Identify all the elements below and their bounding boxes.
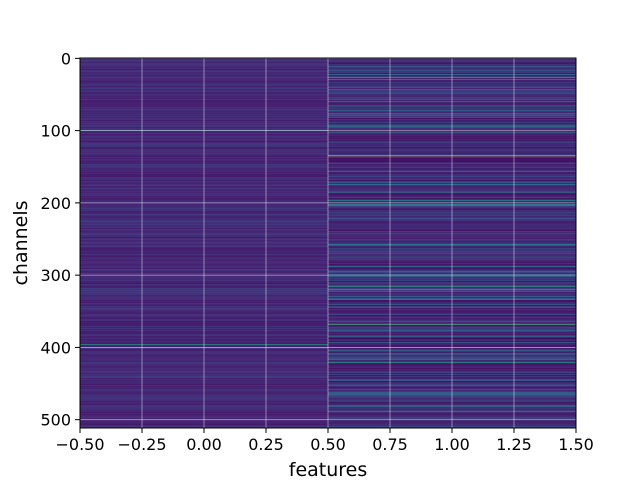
x-tick-label: 1.25	[496, 435, 532, 454]
x-axis-label: features	[289, 459, 368, 480]
grid-lines	[79, 57, 577, 429]
x-tick-label: −0.25	[117, 435, 166, 454]
y-axis-label: channels	[10, 200, 32, 285]
y-tick-label: 200	[40, 194, 71, 213]
y-tick-label: 0	[61, 49, 71, 68]
x-axis: −0.50 −0.25 0.00 0.25 0.50 0.75 1.00 1.25 1.50	[55, 428, 594, 454]
x-tick-label: −0.50	[55, 435, 104, 454]
x-tick-label: 1.50	[558, 435, 594, 454]
x-tick-label: 0.00	[186, 435, 222, 454]
x-tick-label: 0.50	[310, 435, 346, 454]
x-tick-label: 1.00	[434, 435, 470, 454]
y-tick-label: 300	[40, 266, 71, 285]
x-tick-label: 0.75	[372, 435, 408, 454]
y-tick-label: 100	[40, 122, 71, 141]
y-axis: 0 100 200 300 400 500	[40, 49, 80, 430]
x-tick-label: 0.25	[248, 435, 284, 454]
y-tick-label: 500	[40, 411, 71, 430]
y-tick-label: 400	[40, 338, 71, 357]
